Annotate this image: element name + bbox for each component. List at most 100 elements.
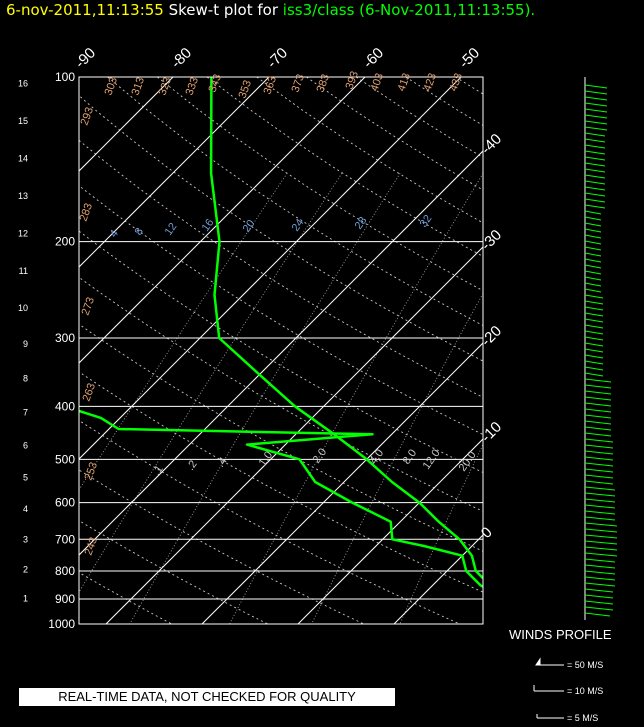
mixing-ratio-line <box>399 443 483 624</box>
wind-barb <box>584 366 604 371</box>
wind-barb <box>584 522 618 527</box>
title-station: iss3/class (6-Nov-2011,11:13:55). <box>282 1 536 19</box>
wind-barb <box>584 264 602 269</box>
dry-adiabat <box>605 77 644 624</box>
height-tick-label: 3 <box>23 535 28 545</box>
wind-barb <box>584 312 604 317</box>
wind-barb <box>584 174 606 179</box>
wind-barb <box>584 108 608 113</box>
wind-barb <box>584 612 611 617</box>
isotherm-line <box>201 342 483 624</box>
wind-barb <box>584 462 614 467</box>
wind-barb <box>584 492 616 497</box>
mixing-ratio-label-top: 24 <box>290 217 307 234</box>
right-temp-label: -20 <box>478 322 505 349</box>
pressure-tick-label: 900 <box>55 592 75 606</box>
wind-barb <box>584 528 618 533</box>
wind-barb <box>584 534 618 539</box>
wind-barb <box>584 552 618 557</box>
pressure-tick-label: 500 <box>55 452 75 466</box>
wind-barb <box>584 102 608 107</box>
wind-barb <box>584 216 602 221</box>
isotherm-line <box>79 77 270 268</box>
isotherm-line <box>79 77 462 460</box>
wind-barb <box>584 540 618 545</box>
dry-adiabat-label: 393 <box>344 70 362 91</box>
pressure-tick-label: 800 <box>55 564 75 578</box>
wind-barb <box>584 348 604 353</box>
dry-adiabat <box>107 77 483 327</box>
mixing-ratio-label-top: 4 <box>108 228 121 240</box>
pressure-tick-label: 200 <box>55 235 75 249</box>
dry-adiabat <box>505 77 644 624</box>
dry-adiabat <box>79 94 483 362</box>
height-tick-label: 7 <box>23 408 28 418</box>
wind-barb <box>584 282 602 287</box>
wind-barb <box>584 546 618 551</box>
wind-barb <box>584 96 608 101</box>
height-tick-label: 1 <box>23 594 28 604</box>
wind-barb <box>584 180 606 185</box>
title-prefix: Skew-t plot for <box>168 1 278 19</box>
dry-adiabat-label: 383 <box>315 73 333 94</box>
mixing-ratio-line <box>311 292 483 624</box>
wind-barb <box>584 276 602 281</box>
wind-barb <box>584 168 606 173</box>
isotherm-line <box>105 246 483 624</box>
mixing-ratio-line <box>79 173 288 491</box>
wind-barb <box>584 330 604 335</box>
wind-barb <box>584 84 608 89</box>
height-tick-label: 9 <box>23 339 28 349</box>
wind-barb <box>584 156 606 161</box>
right-temp-label: -10 <box>478 418 505 445</box>
isotherm-line <box>79 77 174 172</box>
dry-adiabat <box>79 469 364 624</box>
mixing-ratio-label-top: 8 <box>133 226 146 238</box>
wind-barb <box>584 150 606 155</box>
title-timestamp: 6-nov-2011,11:13:55 <box>6 1 164 19</box>
dry-adiabat-label: 293 <box>79 106 97 127</box>
wind-barb <box>584 414 612 419</box>
wind-barb <box>584 342 604 347</box>
top-temp-label: -70 <box>264 44 291 71</box>
dry-adiabat-label: 243 <box>83 536 101 557</box>
dry-adiabat-label: 333 <box>184 76 202 97</box>
dry-adiabat <box>79 139 483 398</box>
mixing-ratio-label-bottom: .1 <box>151 463 166 477</box>
mixing-ratio-label-top: 16 <box>200 217 217 234</box>
wind-barb <box>584 408 612 413</box>
wind-barb <box>584 384 612 389</box>
pressure-tick-label: 100 <box>55 70 75 84</box>
wind-barb <box>584 444 614 449</box>
dry-adiabat-label: 343 <box>207 73 225 94</box>
mixing-ratio-label-bottom: .2 <box>185 458 200 472</box>
pressure-tick-label: 300 <box>55 331 75 345</box>
dry-adiabat-label: 273 <box>80 296 98 317</box>
wind-barb <box>584 390 612 395</box>
wind-barb <box>584 468 614 473</box>
wind-barb <box>584 258 602 263</box>
height-tick-label: 2 <box>23 564 28 574</box>
dewpoint-trace <box>79 409 483 589</box>
height-tick-label: 15 <box>18 116 28 126</box>
wind-barb <box>584 132 606 137</box>
height-tick-label: 8 <box>23 374 28 384</box>
wind-barb <box>584 576 616 581</box>
wind-barb <box>584 402 612 407</box>
dry-adiabat-label: 323 <box>157 76 175 97</box>
isotherm-line <box>297 438 483 624</box>
wind-barb <box>584 306 604 311</box>
dry-adiabat <box>256 77 483 224</box>
wind-barb <box>584 498 616 503</box>
mixing-ratio-label-bottom: 20.0 <box>457 449 479 473</box>
top-temp-label: -50 <box>456 44 483 71</box>
temperature-trace <box>209 77 483 580</box>
wind-barb <box>584 126 608 131</box>
height-tick-label: 14 <box>18 154 28 164</box>
wind-barb <box>584 240 602 245</box>
wind-barb <box>584 360 604 365</box>
wind-barb <box>584 270 602 275</box>
wind-barb <box>584 354 604 359</box>
dry-adiabat-label: 403 <box>369 72 387 93</box>
height-tick-label: 11 <box>19 266 28 276</box>
